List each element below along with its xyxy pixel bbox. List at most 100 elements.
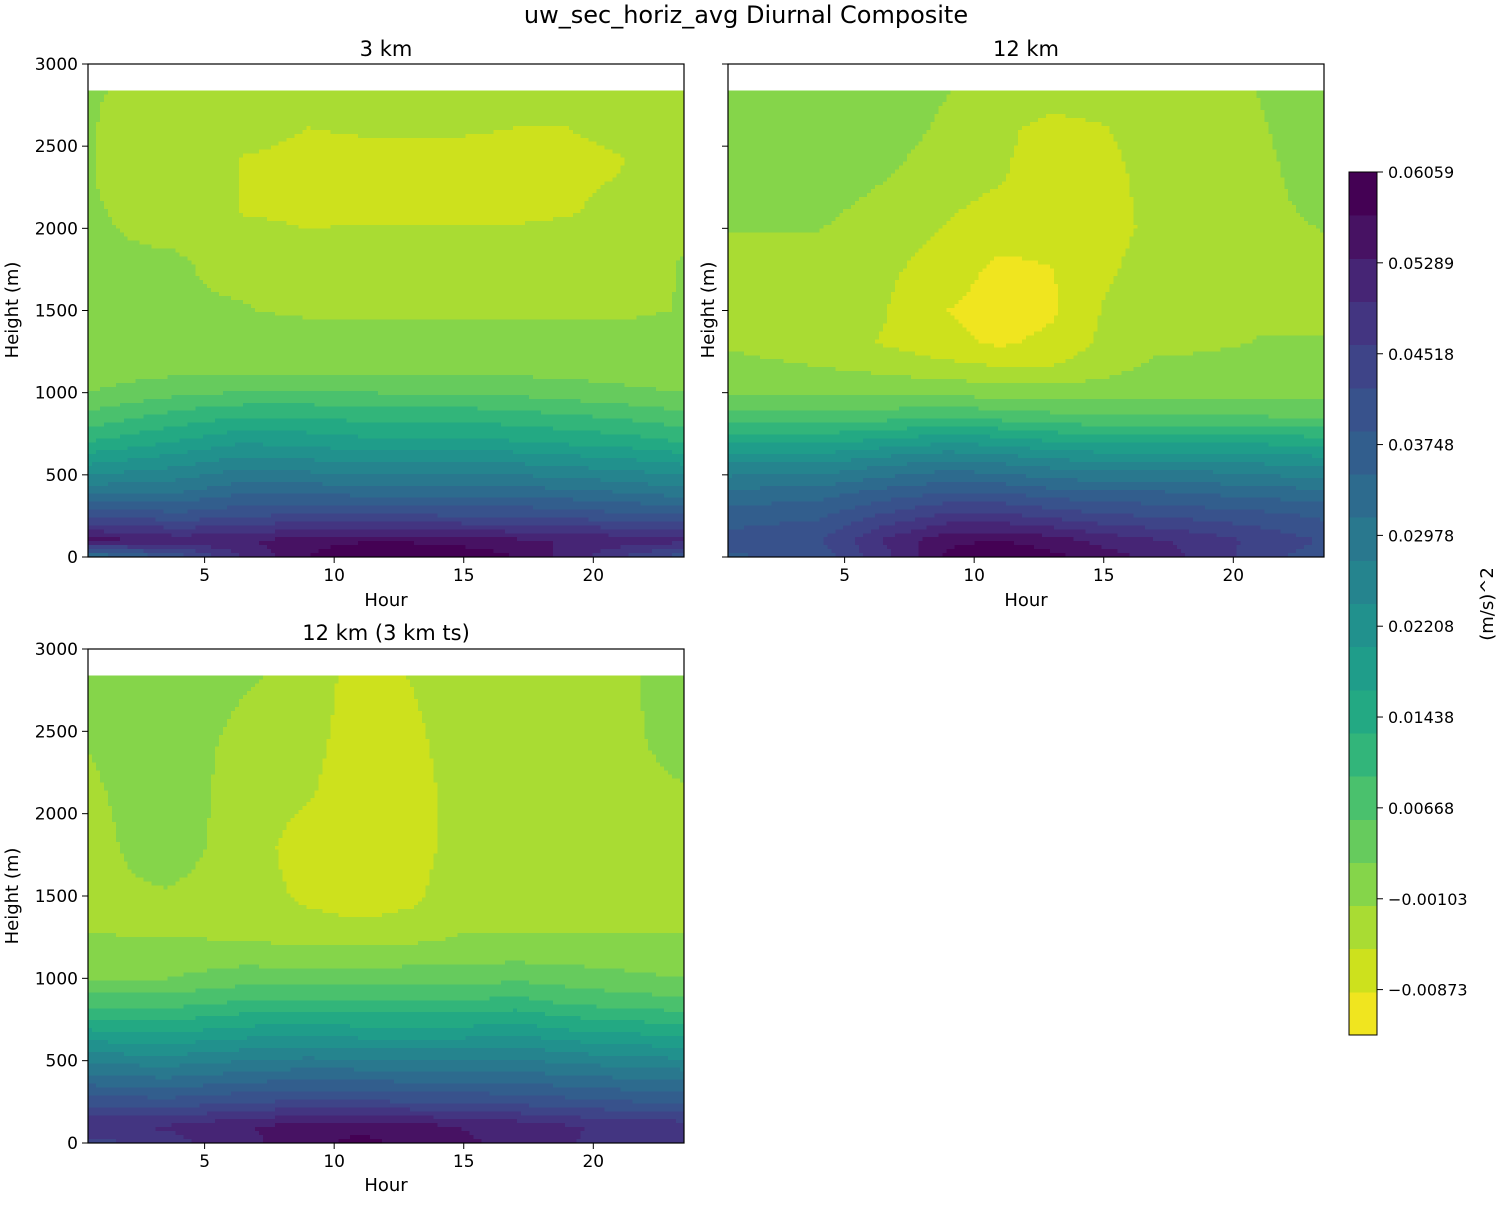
- contour-cell: [267, 106, 272, 111]
- contour-cell: [549, 98, 554, 103]
- contour-cell: [418, 102, 423, 107]
- contour-cell: [609, 94, 614, 99]
- contour-cell: [557, 94, 562, 99]
- contour-cell: [581, 98, 586, 103]
- contour-cell: [108, 98, 113, 103]
- contour-cell: [243, 98, 248, 103]
- contour-cell: [156, 94, 161, 99]
- contour-cell: [676, 90, 681, 95]
- contour-cell: [144, 94, 149, 99]
- contour-cell: [390, 94, 395, 99]
- contour-cell: [223, 94, 228, 99]
- contour-cell: [648, 102, 653, 107]
- contour-cell: [438, 102, 443, 107]
- contour-cell: [517, 102, 522, 107]
- figure: uw_sec_horiz_avg Diurnal Composite 3 km …: [0, 0, 1500, 1200]
- contour-cell: [251, 102, 256, 107]
- contour-cell: [533, 94, 538, 99]
- contour-cell: [207, 90, 212, 95]
- contour-cell: [92, 90, 97, 95]
- contour-cell: [461, 102, 466, 107]
- contour-cell: [104, 98, 109, 103]
- contour-cell: [191, 102, 196, 107]
- contour-cell: [517, 94, 522, 99]
- contour-cell: [394, 90, 399, 95]
- contour-cell: [374, 106, 379, 111]
- contour-cell: [446, 94, 451, 99]
- contour-cell: [565, 102, 570, 107]
- contour-cell: [672, 94, 677, 99]
- contour-cell: [152, 90, 157, 95]
- contour-cell: [418, 90, 423, 95]
- contour-cell: [108, 94, 113, 99]
- contour-cell: [581, 90, 586, 95]
- contour-cell: [291, 98, 296, 103]
- contour-cell: [573, 90, 578, 95]
- contour-cell: [175, 98, 180, 103]
- contour-cell: [342, 94, 347, 99]
- contour-cell: [104, 90, 109, 95]
- contour-cell: [434, 102, 439, 107]
- contour-cell: [609, 90, 614, 95]
- contour-cell: [561, 94, 566, 99]
- contour-cell: [171, 90, 176, 95]
- contour-cell: [354, 94, 359, 99]
- contour-cell: [362, 94, 367, 99]
- contour-cell: [179, 106, 184, 111]
- contour-cell: [561, 98, 566, 103]
- contour-cell: [525, 98, 530, 103]
- contour-cell: [605, 94, 610, 99]
- contour-cell: [402, 90, 407, 95]
- contour-cell: [465, 90, 470, 95]
- contour-cell: [652, 102, 657, 107]
- contour-cell: [561, 102, 566, 107]
- contour-cell: [537, 102, 542, 107]
- contour-cell: [318, 94, 323, 99]
- contour-cell: [366, 102, 371, 107]
- contour-cell: [402, 106, 407, 111]
- contour-cell: [465, 98, 470, 103]
- contour-cell: [239, 102, 244, 107]
- contour-cell: [493, 98, 498, 103]
- contour-cell: [477, 102, 482, 107]
- contour-cell: [501, 98, 506, 103]
- contour-cell: [656, 102, 661, 107]
- contour-cell: [549, 102, 554, 107]
- contour-cell: [537, 98, 542, 103]
- contour-cell: [318, 102, 323, 107]
- contour-cell: [529, 94, 534, 99]
- contour-cell: [465, 94, 470, 99]
- contour-cell: [116, 94, 121, 99]
- contour-cell: [434, 106, 439, 111]
- contour-cell: [255, 90, 260, 95]
- contour-cell: [271, 106, 276, 111]
- contour-cell: [299, 94, 304, 99]
- contour-cell: [223, 106, 228, 111]
- contour-cell: [303, 98, 308, 103]
- contour-cell: [533, 102, 538, 107]
- contour-cell: [350, 106, 355, 111]
- contour-cell: [100, 98, 105, 103]
- contour-cell: [167, 94, 172, 99]
- contour-cell: [656, 98, 661, 103]
- contour-cell: [191, 106, 196, 111]
- contour-cell: [354, 102, 359, 107]
- contour-cell: [120, 90, 125, 95]
- contour-cell: [132, 98, 137, 103]
- contour-cell: [442, 98, 447, 103]
- contour-cell: [366, 106, 371, 111]
- contour-cell: [100, 106, 105, 111]
- contour-cell: [124, 98, 129, 103]
- contour-cell: [259, 90, 264, 95]
- contour-cell: [394, 94, 399, 99]
- contour-cell: [326, 98, 331, 103]
- contour-cell: [477, 90, 482, 95]
- contour-cell: [386, 94, 391, 99]
- contour-cell: [569, 98, 574, 103]
- contour-cell: [307, 90, 312, 95]
- contour-cell: [346, 98, 351, 103]
- contour-cell: [601, 102, 606, 107]
- contour-cell: [342, 106, 347, 111]
- contour-cell: [378, 102, 383, 107]
- contour-cell: [442, 90, 447, 95]
